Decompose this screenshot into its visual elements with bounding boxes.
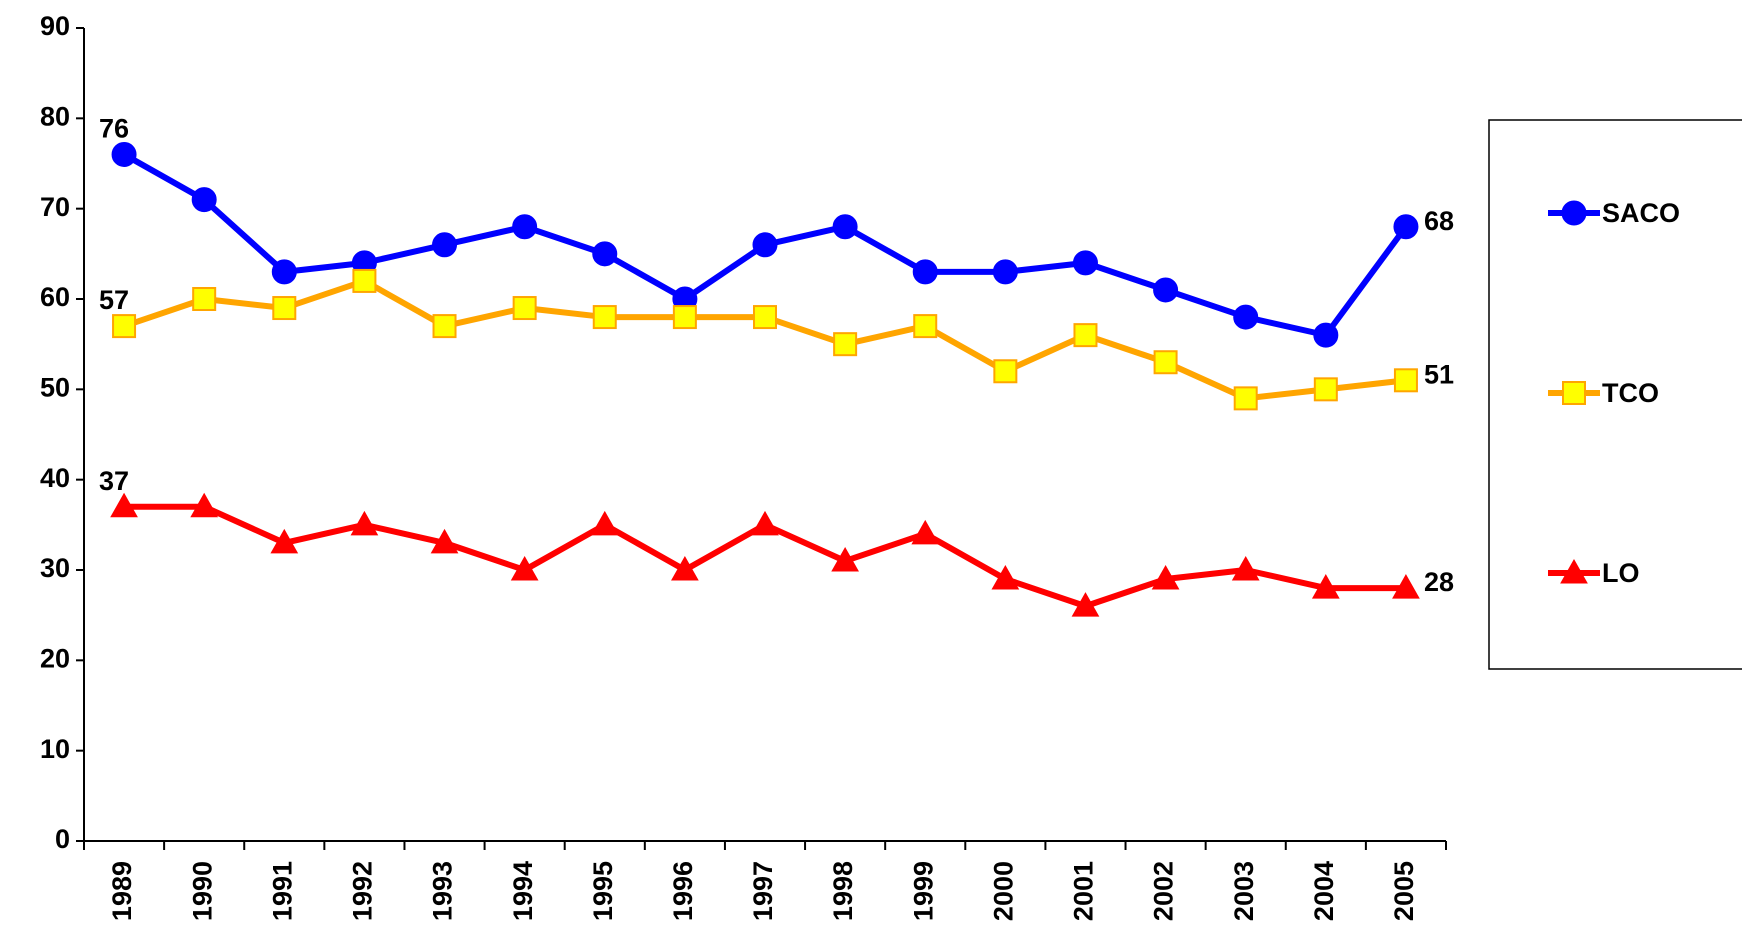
marker [430,528,459,554]
marker [1311,574,1340,599]
marker [912,259,938,285]
marker [751,510,779,536]
x-tick-label: 2001 [1069,861,1099,921]
marker [510,555,539,581]
marker [753,305,777,330]
marker [512,296,537,321]
marker [271,259,297,285]
marker [1233,386,1258,411]
marker [832,214,858,240]
x-tick-label: 2004 [1309,861,1339,921]
marker [1392,574,1420,599]
legend-label: SACO [1602,198,1680,228]
marker [1073,323,1098,348]
y-tick-label: 60 [40,282,70,312]
marker [672,305,697,330]
data-label: 68 [1424,206,1454,236]
marker [1313,322,1339,348]
marker [1560,558,1588,584]
legend-label: TCO [1602,378,1659,408]
y-tick-label: 90 [40,11,70,41]
marker [911,519,940,545]
marker [190,492,219,518]
x-tick-label: 1990 [187,861,217,921]
marker [991,565,1020,590]
marker [1231,555,1260,581]
series-line [123,277,1407,402]
marker [1313,377,1338,402]
marker [432,314,457,339]
marker [1561,200,1587,226]
marker [1153,350,1178,375]
marker [110,492,138,518]
y-tick-label: 50 [40,372,70,402]
marker [1072,250,1098,276]
marker [270,528,299,554]
x-tick-label: 1998 [828,861,858,921]
x-tick-label: 1997 [748,861,778,921]
x-tick-label: 2003 [1229,861,1259,921]
y-tick-label: 40 [40,463,70,493]
x-tick-label: 1993 [428,861,458,921]
marker [1071,592,1100,617]
marker [671,555,699,581]
legend-box [1488,119,1742,670]
marker [352,268,377,293]
marker [192,287,217,311]
x-tick-label: 1994 [508,861,538,921]
marker [432,232,458,258]
marker [592,241,618,267]
x-tick-label: 1992 [348,861,378,921]
marker [992,259,1018,285]
legend-label: LO [1602,558,1640,588]
marker [1562,381,1586,405]
marker [592,305,617,330]
marker [191,187,217,213]
marker [1393,368,1418,393]
x-tick-label: 1989 [107,861,137,921]
x-tick-label: 2005 [1389,861,1419,921]
y-tick-label: 80 [40,101,70,131]
x-tick-label: 1996 [668,861,698,921]
marker [993,359,1018,384]
marker [1233,304,1259,330]
x-tick-label: 1995 [588,861,618,921]
marker [272,296,297,321]
y-tick-label: 70 [40,192,70,222]
x-tick-label: 1999 [908,861,938,921]
marker [111,141,137,167]
marker [590,510,619,536]
x-tick-label: 2000 [988,861,1018,921]
marker [112,314,137,339]
y-tick-label: 30 [40,553,70,583]
y-tick-label: 0 [55,824,70,854]
marker [1393,214,1419,240]
data-label: 51 [1424,359,1454,389]
marker [752,232,778,258]
marker [1151,565,1180,590]
y-tick-label: 10 [40,734,70,764]
marker [913,314,938,339]
x-tick-label: 2002 [1149,861,1179,921]
data-label: 76 [99,114,129,144]
marker [831,546,859,572]
marker [833,332,858,357]
y-tick-label: 20 [40,643,70,673]
marker [512,214,538,240]
x-tick-label: 1991 [267,861,297,921]
data-label: 28 [1424,567,1454,597]
data-label: 57 [99,285,129,315]
marker [350,510,379,536]
data-label: 37 [99,466,129,496]
marker [1153,277,1179,303]
